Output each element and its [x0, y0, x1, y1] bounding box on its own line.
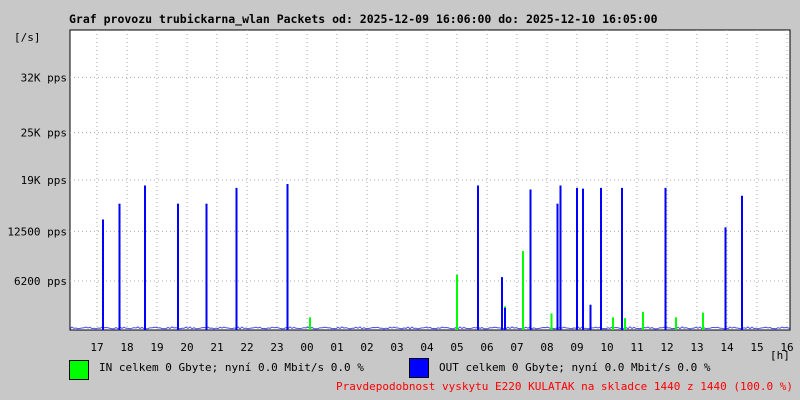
x-tick-label: 15: [750, 341, 763, 354]
y-tick-label: 19K pps: [21, 174, 67, 187]
x-tick-label: 09: [570, 341, 583, 354]
x-tick-label: 04: [420, 341, 434, 354]
y-tick-label: 32K pps: [21, 71, 67, 84]
baseline-noise: [69, 326, 791, 330]
x-tick-label: 10: [600, 341, 613, 354]
y-axis-ticks: 6200 pps 12500 pps 19K pps 25K pps 32K pps: [7, 71, 67, 288]
x-tick-label: 23: [270, 341, 283, 354]
x-tick-label: 07: [510, 341, 523, 354]
x-tick-label: 02: [360, 341, 373, 354]
y-tick-label: 25K pps: [21, 127, 67, 140]
x-tick-label: 16: [780, 341, 793, 354]
x-tick-label: 22: [240, 341, 253, 354]
x-tick-label: 18: [120, 341, 133, 354]
y-tick-label: 6200 pps: [14, 275, 67, 288]
in-legend-text: IN celkem 0 Gbyte; nyní 0.0 Mbit/s 0.0 %: [99, 361, 364, 374]
x-axis-unit-label: [h]: [770, 349, 790, 362]
x-tick-label: 01: [330, 341, 343, 354]
x-tick-label: 03: [390, 341, 403, 354]
out-legend-swatch: [409, 358, 429, 378]
x-tick-label: 11: [630, 341, 643, 354]
x-tick-label: 13: [690, 341, 703, 354]
out-legend-text: OUT celkem 0 Gbyte; nyní 0.0 Mbit/s 0.0 …: [439, 361, 711, 374]
x-tick-label: 06: [480, 341, 493, 354]
availability-note: Pravdepodobnost vyskytu E220 KULATAK na …: [336, 380, 793, 393]
x-tick-label: 12: [660, 341, 673, 354]
x-axis-ticks: 17 18 19 20 21 22 23 00 01 02 03 04 05 06 07 08 09 10 11 12…: [90, 341, 793, 354]
x-tick-label: 21: [210, 341, 223, 354]
in-legend-swatch: [69, 360, 89, 380]
x-tick-label: 17: [90, 341, 103, 354]
x-tick-label: 08: [540, 341, 553, 354]
baseline-trace: [69, 326, 791, 330]
x-tick-label: 05: [450, 341, 463, 354]
x-tick-label: 19: [150, 341, 163, 354]
y-tick-label: 12500 pps: [7, 225, 67, 238]
x-tick-label: 20: [180, 341, 193, 354]
grid-lines: [70, 30, 790, 330]
chart-title: Graf provozu trubickarna_wlan Packets od…: [69, 12, 658, 26]
x-tick-label: 14: [720, 341, 734, 354]
x-tick-label: 00: [300, 341, 313, 354]
out-series: [102, 183, 743, 330]
y-axis-unit-label: [/s]: [14, 31, 41, 44]
